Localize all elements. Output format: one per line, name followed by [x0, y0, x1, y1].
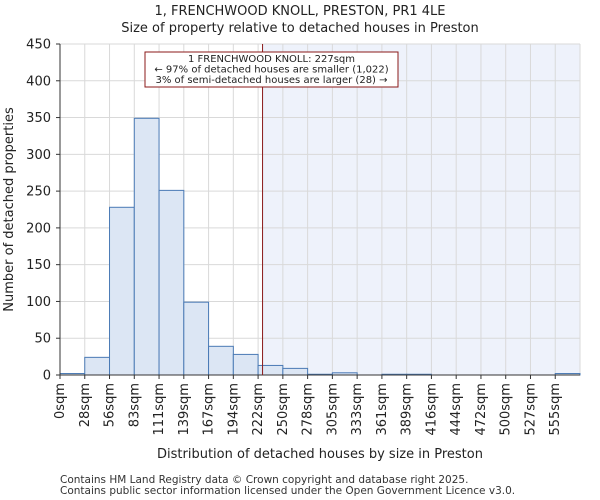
- x-tick-label: 56sqm: [103, 383, 118, 427]
- footer-copyright: Contains HM Land Registry data © Crown c…: [60, 474, 469, 486]
- x-tick-label: 167sqm: [202, 383, 217, 436]
- x-tick-labels: 0sqm 28sqm 56sqm 83sqm 111sqm 139sqm 167sqm 194…: [53, 375, 563, 436]
- annotation-line-3: 3% of semi-detached houses are larger (2…: [155, 75, 387, 86]
- x-tick-label: 555sqm: [548, 383, 563, 436]
- bar: [133, 117, 160, 376]
- bar: [208, 345, 234, 376]
- x-axis-label: Distribution of detached houses by size …: [157, 447, 483, 462]
- annotation-line-1: 1 FRENCHWOOD KNOLL: 227sqm: [188, 54, 355, 65]
- x-tick-label: 139sqm: [177, 383, 192, 436]
- annotation-box: 1 FRENCHWOOD KNOLL: 227sqm ← 97% of deta…: [144, 51, 399, 88]
- bar: [232, 353, 259, 376]
- y-tick-label: 400: [26, 74, 51, 89]
- x-tick-label: 389sqm: [400, 383, 415, 436]
- x-tick-label: 83sqm: [127, 383, 142, 427]
- bar: [183, 301, 210, 376]
- chart-subtitle: Size of property relative to detached ho…: [121, 21, 479, 36]
- bar: [158, 189, 185, 376]
- bar: [109, 206, 135, 376]
- y-tick-label: 250: [26, 185, 51, 200]
- chart-title: 1, FRENCHWOOD KNOLL, PRESTON, PR1 4LE: [154, 4, 446, 19]
- x-tick-label: 222sqm: [251, 383, 266, 436]
- y-tick-label: 50: [34, 332, 51, 347]
- highlight-region: [262, 44, 580, 375]
- annotation-line-2: ← 97% of detached houses are smaller (1,…: [154, 65, 388, 76]
- y-tick-label: 450: [26, 38, 51, 53]
- axes: [59, 44, 580, 376]
- y-tick-label: 150: [26, 258, 51, 273]
- y-tick-label: 300: [26, 148, 51, 163]
- x-tick-label: 416sqm: [424, 383, 439, 436]
- x-tick-label: 361sqm: [375, 383, 390, 436]
- x-tick-label: 444sqm: [449, 383, 464, 436]
- y-tick-label: 100: [26, 295, 51, 310]
- bar: [282, 367, 309, 376]
- x-tick-label: 194sqm: [226, 383, 241, 436]
- x-tick-label: 28sqm: [78, 383, 93, 427]
- y-tick-label: 200: [26, 221, 51, 236]
- x-tick-label: 250sqm: [276, 383, 291, 436]
- x-tick-label: 278sqm: [301, 383, 316, 436]
- y-axis-label: Number of detached properties: [2, 107, 17, 312]
- x-tick-label: 333sqm: [350, 383, 365, 436]
- x-tick-label: 500sqm: [499, 383, 514, 436]
- y-tick-label: 0: [43, 369, 51, 384]
- annotation-frame: [144, 51, 399, 88]
- x-tick-label: 111sqm: [152, 383, 167, 436]
- x-tick-label: 472sqm: [474, 383, 489, 436]
- bar: [257, 364, 284, 376]
- footer-licence: Contains public sector information licen…: [60, 485, 516, 497]
- y-tick-label: 350: [26, 111, 51, 126]
- bars: [59, 117, 581, 376]
- bar: [84, 356, 111, 376]
- x-tick-label: 0sqm: [53, 383, 68, 419]
- y-tick-labels: 0 50 100 150 200 250 300 350 400 450: [26, 38, 60, 384]
- x-tick-label: 305sqm: [325, 383, 340, 436]
- x-tick-label: 527sqm: [523, 383, 538, 436]
